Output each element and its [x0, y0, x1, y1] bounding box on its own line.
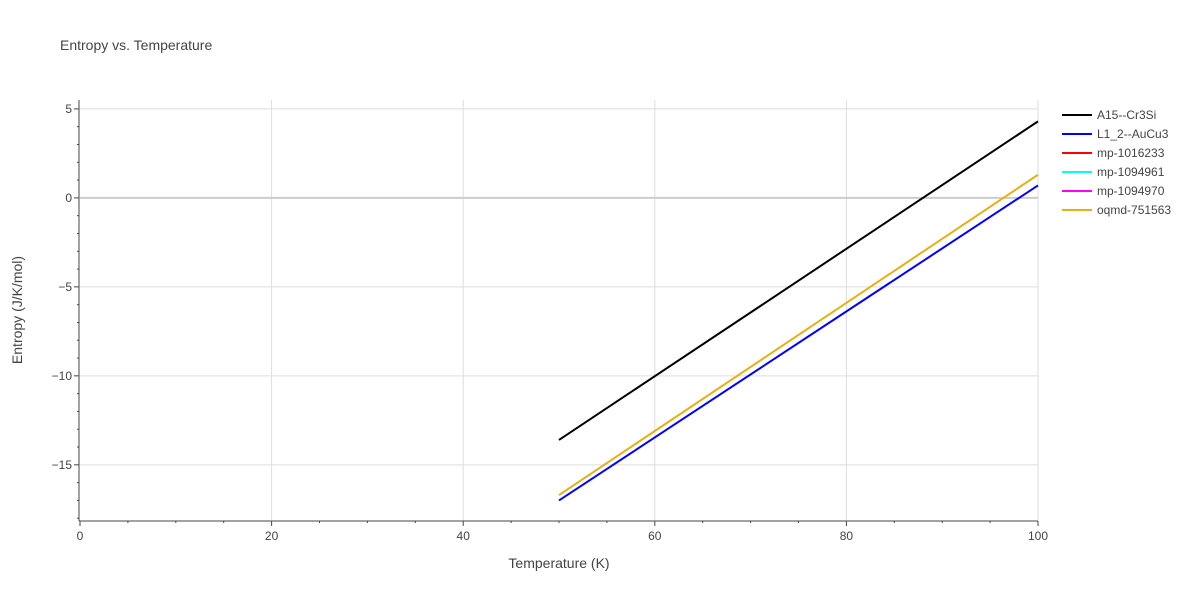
series-line-oqmd-751563	[558, 173, 1039, 496]
legend-label: A15--Cr3Si	[1097, 108, 1156, 122]
legend-label: mp-1094961	[1097, 165, 1165, 179]
x-axis-title: Temperature (K)	[508, 555, 609, 571]
x-tick-label: 20	[265, 529, 279, 543]
x-tick-label: 100	[1028, 529, 1048, 543]
chart-title: Entropy vs. Temperature	[60, 37, 212, 53]
y-tick-label: 5	[65, 102, 72, 116]
legend-label: L1_2--AuCu3	[1097, 127, 1169, 141]
legend[interactable]: A15--Cr3Si L1_2--AuCu3 mp-1016233 mp-109496…	[1062, 108, 1171, 217]
grid	[80, 100, 1039, 520]
axes	[74, 100, 1039, 526]
x-tick-label: 0	[77, 529, 84, 543]
legend-label: oqmd-751563	[1097, 203, 1171, 217]
tick-labels: 0 20 40 60 80 100 5 0 −5 −10 −15	[52, 102, 1049, 543]
series-line-a15-cr3si	[558, 120, 1039, 441]
legend-item[interactable]: L1_2--AuCu3	[1062, 127, 1169, 141]
y-tick-label: −5	[58, 280, 72, 294]
legend-item[interactable]: A15--Cr3Si	[1062, 108, 1156, 122]
legend-item[interactable]: mp-1094970	[1062, 184, 1165, 198]
legend-label: mp-1016233	[1097, 146, 1165, 160]
legend-item[interactable]: mp-1094961	[1062, 165, 1165, 179]
x-tick-label: 80	[840, 529, 854, 543]
x-tick-label: 60	[648, 529, 662, 543]
series-line-l1-2-aucu3	[558, 184, 1039, 502]
legend-item[interactable]: mp-1016233	[1062, 146, 1165, 160]
series-lines	[558, 120, 1039, 502]
legend-label: mp-1094970	[1097, 184, 1165, 198]
legend-item[interactable]: oqmd-751563	[1062, 203, 1171, 217]
x-tick-label: 40	[457, 529, 471, 543]
y-axis-title: Entropy (J/K/mol)	[9, 256, 25, 364]
y-tick-label: −15	[52, 458, 73, 472]
y-tick-label: −10	[52, 369, 73, 383]
y-tick-label: 0	[65, 191, 72, 205]
